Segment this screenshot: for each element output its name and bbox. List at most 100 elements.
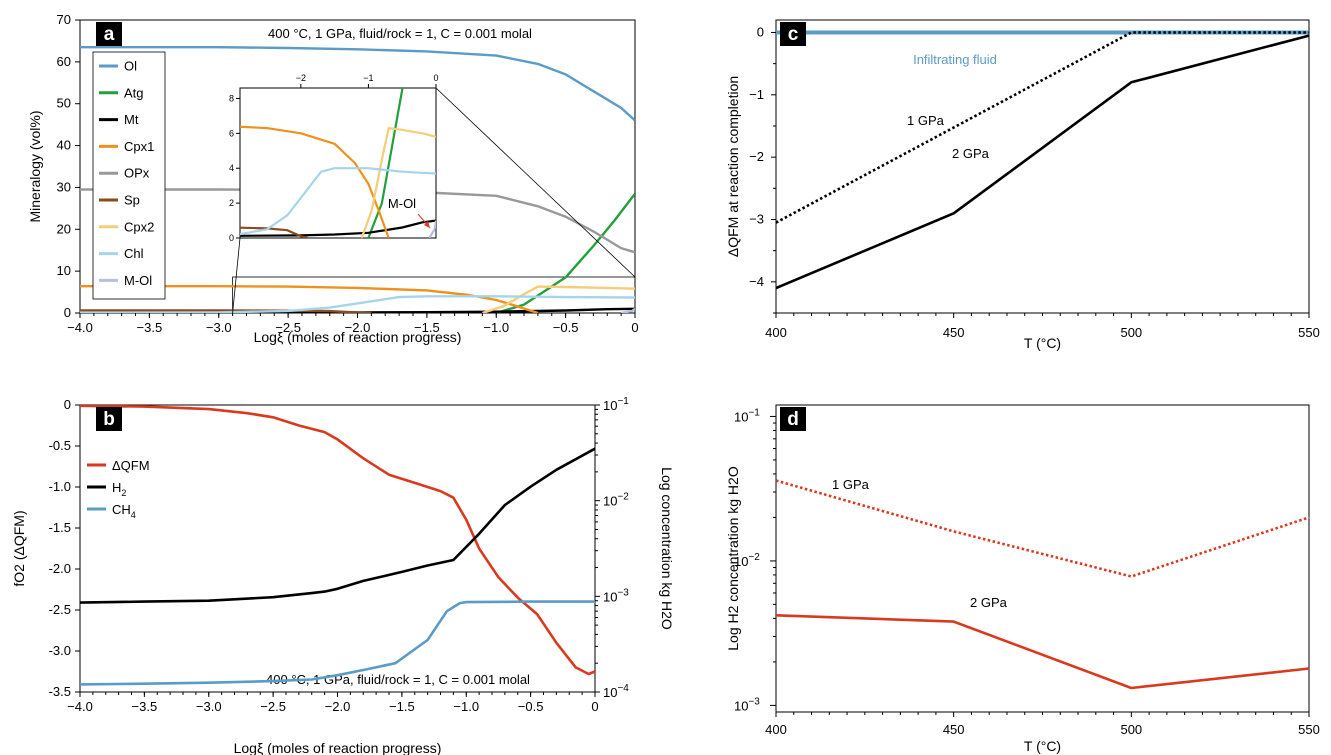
plot-frame <box>775 404 1310 713</box>
series-line <box>775 34 1310 290</box>
x-tick-label: 500 <box>1120 325 1142 340</box>
x-tick-label: −2.5 <box>260 699 286 714</box>
y-tick-label: −1 <box>749 87 764 102</box>
x-tick-label: −0.5 <box>518 699 544 714</box>
legend-label-ol: Ol <box>124 59 137 74</box>
x-tick-label: −1.0 <box>453 699 479 714</box>
zoom-connector <box>232 237 241 314</box>
series-line <box>775 479 1310 578</box>
inset-mol-label: M-Ol <box>388 196 416 211</box>
panel-b-letter: b <box>103 409 115 430</box>
conditions-annotation: 400 °C, 1 GPa, fluid/rock = 1, C = 0.001… <box>268 26 532 41</box>
x-axis-label: Logξ (moles of reaction progress) <box>234 740 442 755</box>
legend-label-chl: Chl <box>124 246 144 261</box>
y-tick-label: 50 <box>57 96 71 111</box>
inset-y-tick-label: 6 <box>229 128 234 138</box>
inset-x-tick-label: −2 <box>296 73 306 83</box>
inset-arrow-head <box>424 221 430 228</box>
y-tick-label: -0.5 <box>49 438 71 453</box>
x-tick-label: −3.5 <box>132 699 158 714</box>
x-tick-label: 550 <box>1298 722 1320 737</box>
y-axis-label: fO2 (ΔQFM) <box>11 510 27 586</box>
x-tick-label: −0.5 <box>553 320 579 335</box>
inset-series-line-sp <box>240 226 308 238</box>
y-tick-label: 60 <box>57 54 71 69</box>
x-tick-label: 400 <box>765 325 787 340</box>
panel-a: −4.0 −3.5 −3.0 −2.5 −2.0 −1.5 −1.0 −0.5 00102030… <box>27 12 639 345</box>
y-right-tick-label: 10−3 <box>603 587 629 604</box>
x-tick-label: 400 <box>765 722 787 737</box>
series-line-h2 <box>80 447 595 604</box>
y-tick-label: -3.0 <box>49 643 71 658</box>
inset-series-line-atg <box>367 88 404 238</box>
inset-y-tick-label: 0 <box>229 233 234 243</box>
x-tick-label: 0 <box>591 699 598 714</box>
panel-d: 400 450 500 550 10−1 10−2 10−3 T (°C) Log H2 con… <box>725 404 1320 754</box>
series-line-ol <box>80 46 635 122</box>
y-tick-label: −3 <box>749 211 764 226</box>
legend-label-opx: OPx <box>124 166 150 181</box>
x-tick-label: −4.0 <box>67 699 93 714</box>
legend-label-m-ol: M-Ol <box>124 273 152 288</box>
x-tick-label: −4.0 <box>67 320 93 335</box>
y-tick-label: 10−3 <box>734 696 760 713</box>
x-tick-label: −3.0 <box>196 699 222 714</box>
x-tick-label: −1.5 <box>414 320 440 335</box>
x-tick-label: −2.0 <box>345 320 371 335</box>
y-tick-label: -2.0 <box>49 561 71 576</box>
x-tick-label: 450 <box>943 325 965 340</box>
y-tick-label: 10−2 <box>734 552 760 569</box>
inset-y-tick-label: 8 <box>229 93 234 103</box>
y-tick-label: 0 <box>64 305 71 320</box>
legend-label-cpx2: Cpx2 <box>124 219 154 234</box>
zoom-connector <box>435 87 636 278</box>
legend-label-sp: Sp <box>124 193 140 208</box>
x-tick-label: −1.0 <box>483 320 509 335</box>
panel-a-letter-box <box>96 22 122 46</box>
series-line-ch4 <box>80 600 595 686</box>
series-line-cpx1 <box>80 285 539 313</box>
y-tick-label: 20 <box>57 221 71 236</box>
series-label-2gpa: 2 GPa <box>970 595 1008 610</box>
inset-series-group <box>240 88 436 238</box>
inset-series-line-cpx1 <box>240 125 390 238</box>
panel-d-letter: d <box>787 409 799 430</box>
plot-frame <box>79 404 596 693</box>
x-tick-label: −1.5 <box>389 699 415 714</box>
legend-label: CH4 <box>112 502 136 520</box>
panel-c: 400 450 500 550 0 −1 −2 −3 −4 T (°C) ΔQFM at react… <box>725 19 1320 351</box>
inset-series-line-chl <box>240 167 436 236</box>
x-tick-label: 550 <box>1298 325 1320 340</box>
panel-d-letter-box <box>780 407 806 431</box>
y-tick-label: 70 <box>57 12 71 27</box>
series-line-cpx2 <box>482 285 635 313</box>
legend-label: ΔQFM <box>112 458 150 473</box>
inset-x-tick-label: 0 <box>433 73 438 83</box>
plot-frame <box>775 19 1310 314</box>
series-line <box>775 614 1310 690</box>
y-tick-label: 10−1 <box>734 407 760 424</box>
series-line <box>775 31 1309 224</box>
series-line-m-ol <box>620 307 635 313</box>
y-tick-label: -1.5 <box>49 520 71 535</box>
y-tick-label: 0 <box>64 397 71 412</box>
series-label-1gpa: 1 GPa <box>907 113 945 128</box>
legend-label: H2 <box>112 480 126 498</box>
x-axis-label: T (°C) <box>1024 738 1061 754</box>
panel-b-letter-box <box>96 407 122 431</box>
series-group <box>80 46 635 313</box>
y-tick-label: -2.5 <box>49 602 71 617</box>
x-tick-label: −3.0 <box>206 320 232 335</box>
y-right-tick-label: 10−1 <box>603 396 629 413</box>
inset-x-tick-label: −1 <box>363 73 373 83</box>
x-tick-label: 450 <box>943 722 965 737</box>
x-tick-label: −2.5 <box>275 320 301 335</box>
y-tick-label: -1.0 <box>49 479 71 494</box>
inset-series-line-m-ol <box>428 220 436 238</box>
y-tick-label: −4 <box>749 274 764 289</box>
series-label-infiltrating-fluid: Infiltrating fluid <box>913 52 997 67</box>
y-tick-label: -3.5 <box>49 684 71 699</box>
x-tick-label: −2.0 <box>325 699 351 714</box>
legend-label-atg: Atg <box>124 85 144 100</box>
